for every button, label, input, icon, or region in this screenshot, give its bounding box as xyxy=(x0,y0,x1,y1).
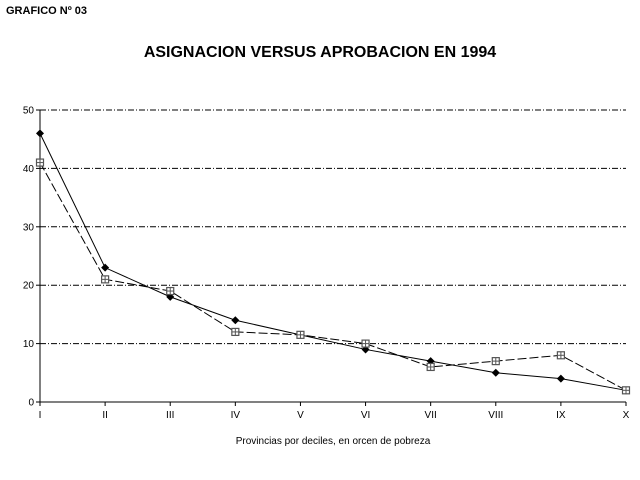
y-tick-label: 10 xyxy=(23,339,35,350)
y-tick-label: 20 xyxy=(23,281,35,292)
series-line-1 xyxy=(39,133,627,391)
x-axis-title: Provincias por deciles, en orcen de pobr… xyxy=(236,436,431,447)
data-point-diamond xyxy=(101,263,110,272)
y-tick-label: 40 xyxy=(23,164,35,175)
x-tick-label: VI xyxy=(361,410,370,421)
figure-label: GRAFICO Nº 03 xyxy=(6,5,88,17)
x-tick-label: IX xyxy=(556,410,566,421)
y-tick-label: 50 xyxy=(23,106,35,117)
data-point-diamond xyxy=(231,316,240,325)
x-tick-label: X xyxy=(623,410,630,421)
data-point-diamond xyxy=(491,368,500,377)
data-point-diamond xyxy=(36,129,44,138)
x-tick-label: IV xyxy=(231,410,241,421)
y-tick-label: 0 xyxy=(28,398,34,409)
y-tick-label: 30 xyxy=(23,222,35,233)
x-tick-label: VIII xyxy=(488,410,503,421)
series-line-2 xyxy=(39,162,627,391)
x-tick-label: III xyxy=(166,410,174,421)
data-point-diamond xyxy=(556,374,565,383)
x-tick-label: VII xyxy=(425,410,437,421)
x-tick-label: I xyxy=(39,410,42,421)
x-tick-label: V xyxy=(297,410,304,421)
chart-title: ASIGNACION VERSUS APROBACION EN 1994 xyxy=(143,44,497,61)
x-tick-label: II xyxy=(102,410,108,421)
